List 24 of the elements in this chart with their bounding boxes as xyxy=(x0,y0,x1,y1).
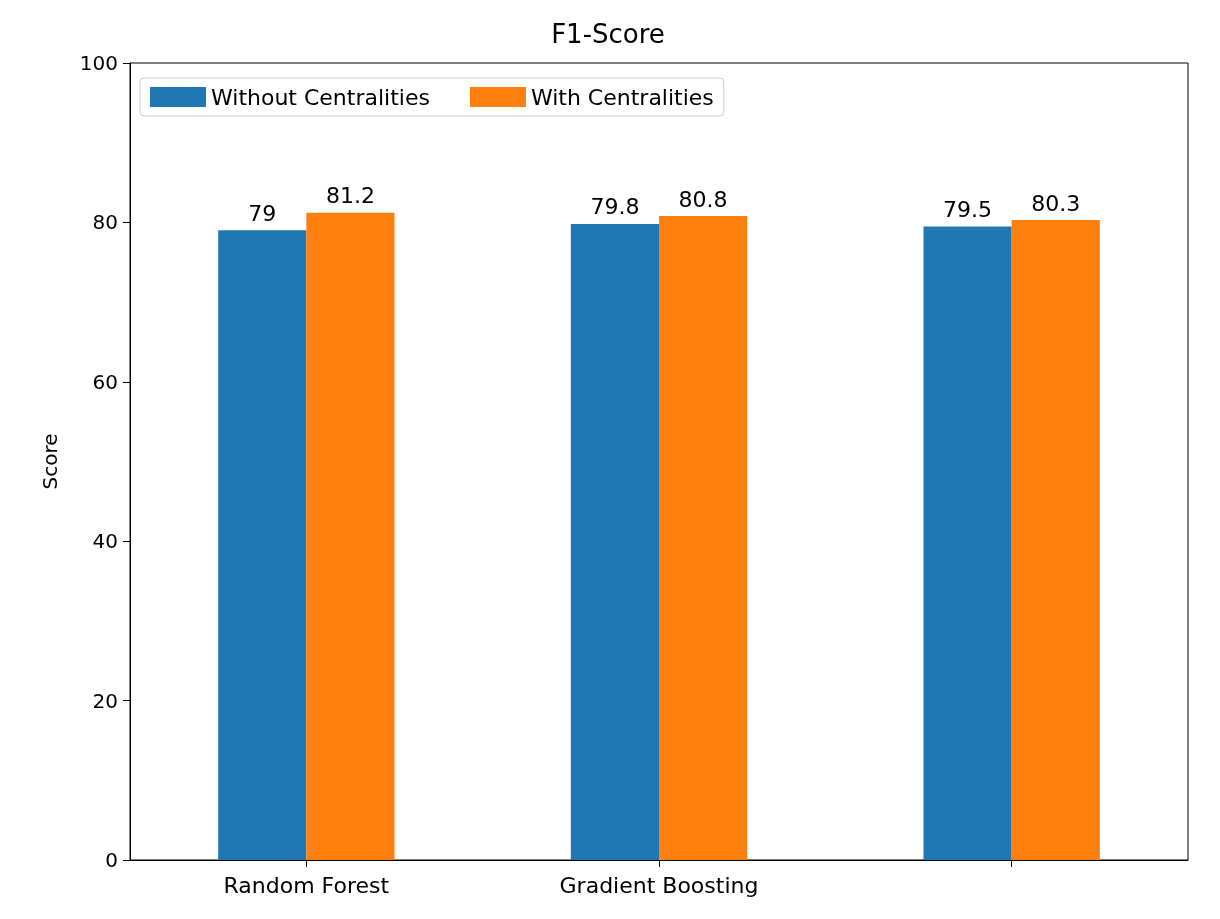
x-tick-label: Gradient Boosting xyxy=(559,872,759,898)
data-label: 79 xyxy=(248,200,277,226)
y-tick-label: 0 xyxy=(105,848,118,872)
bar xyxy=(923,226,1012,860)
data-label: 80.3 xyxy=(1031,190,1081,216)
bar xyxy=(659,216,748,860)
chart-title: F1-Score xyxy=(551,19,665,49)
y-tick-label: 80 xyxy=(92,210,118,235)
data-label: 81.2 xyxy=(325,183,375,209)
y-tick-label: 100 xyxy=(79,51,118,75)
data-label: 80.8 xyxy=(678,186,728,212)
bar xyxy=(570,223,659,860)
data-label: 79.8 xyxy=(590,194,640,220)
bar xyxy=(218,230,307,860)
legend-label: Without Centralities xyxy=(211,84,430,110)
y-tick-label: 40 xyxy=(92,529,118,554)
legend-label: With Centralities xyxy=(530,84,714,110)
x-tick-label: Random Forest xyxy=(223,872,390,898)
y-axis-title: Score xyxy=(38,433,62,490)
bar xyxy=(306,212,395,860)
y-tick-label: 20 xyxy=(92,688,118,713)
bar xyxy=(1011,220,1100,860)
y-tick-label: 60 xyxy=(92,369,118,394)
data-label: 79.5 xyxy=(943,196,993,222)
